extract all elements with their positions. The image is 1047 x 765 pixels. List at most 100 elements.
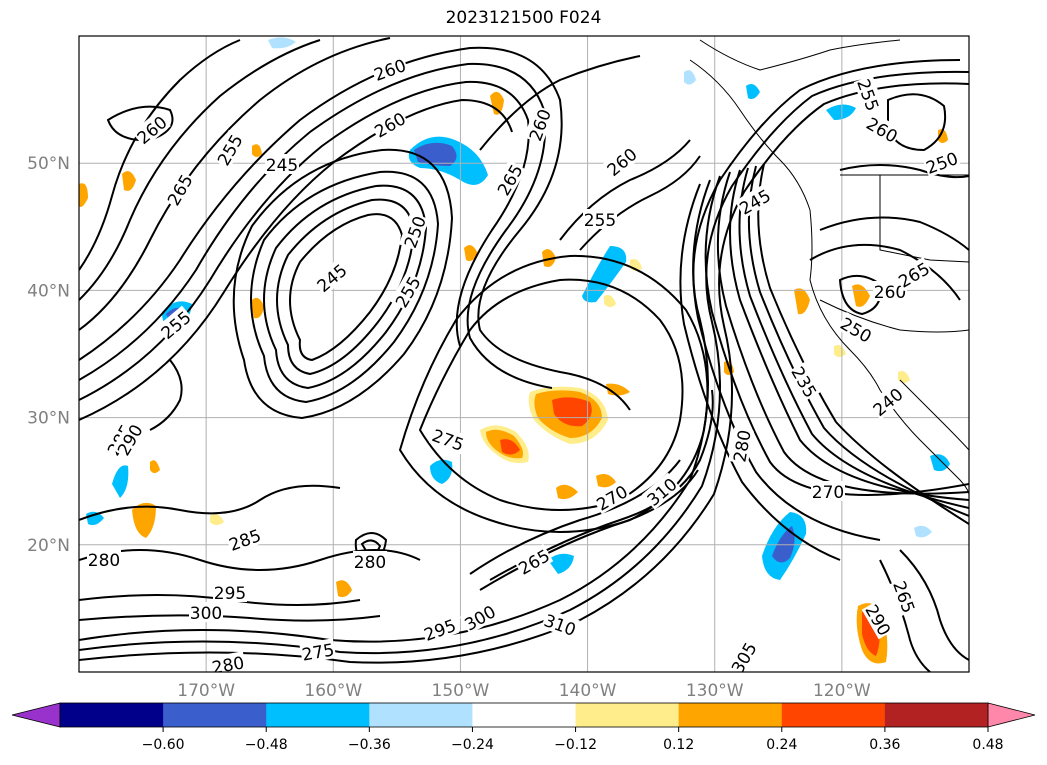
contour-label-bg	[311, 258, 351, 296]
contour-line	[79, 39, 321, 301]
lon-tick-labels: 170°W 160°W 150°W 140°W 130°W 120°W	[177, 681, 871, 701]
contour-label-bg	[299, 638, 337, 664]
contour-label-group: 245	[265, 154, 299, 176]
shade-patch	[604, 295, 616, 307]
lon-tick-label: 150°W	[432, 681, 490, 701]
contour-label-group: 295	[213, 582, 247, 604]
contour-label: 250	[222, 21, 254, 41]
shade-patch	[252, 144, 262, 157]
contour-label: 270	[812, 483, 844, 503]
contour-label-bg	[540, 608, 580, 640]
graticule	[79, 36, 969, 672]
colorbar-segment	[781, 703, 886, 727]
shade-patch	[684, 70, 696, 85]
contour-line	[692, 179, 881, 541]
shade-patch	[596, 474, 616, 488]
colorbar-extend-high	[987, 702, 1036, 728]
contour-label-bg	[389, 271, 425, 312]
colorbar-tick-label: 0.24	[766, 737, 797, 753]
contour-label-group: 250	[221, 21, 255, 41]
shade-patch	[79, 183, 88, 207]
contour-label-bg	[369, 106, 410, 142]
lat-tick-label: 30°N	[27, 409, 70, 429]
contour-label-bg	[591, 479, 632, 515]
contour-label-bg	[811, 481, 845, 501]
contour-line	[819, 216, 969, 251]
contour-label-bg	[787, 361, 823, 402]
contour-label-bg	[87, 549, 121, 569]
contour-label-group: 255	[583, 209, 617, 231]
coastline	[899, 379, 969, 451]
shade-patch	[122, 171, 136, 191]
colorbar-segment	[163, 703, 267, 727]
contour-label-bg	[420, 613, 460, 645]
contour-line	[559, 139, 691, 241]
shade-patch	[250, 297, 264, 319]
contour-label: 280	[210, 653, 245, 678]
contour-label-bg	[836, 311, 877, 347]
contour-label-bg	[853, 75, 885, 115]
contour-line	[79, 46, 631, 411]
colorbar-segment	[678, 703, 783, 727]
shade-patch	[112, 465, 129, 498]
contour-label: 300	[190, 604, 222, 624]
contour-line	[79, 80, 530, 401]
contour-line	[738, 167, 969, 509]
contour-line	[809, 243, 961, 301]
contour-line	[418, 278, 684, 511]
contour-label-bg	[213, 582, 247, 602]
contour-line	[79, 98, 513, 421]
shade-patch	[552, 397, 592, 427]
contour-label-bg	[111, 419, 147, 460]
colorbar-segment	[369, 703, 473, 727]
map-title: 2023121500 F024	[445, 8, 602, 28]
lon-tick-label: 120°W	[813, 681, 871, 701]
shade-patch	[914, 525, 932, 538]
contour-line	[79, 549, 421, 571]
contour-label: 260	[874, 283, 906, 303]
shade-patch	[746, 84, 760, 100]
lat-tick-label: 20°N	[27, 536, 70, 556]
lon-tick-label: 160°W	[304, 681, 362, 701]
contour-label-bg	[601, 142, 641, 180]
contour-line	[79, 484, 341, 521]
colorbar-tick-label: 0.48	[972, 737, 1003, 753]
contour-label-bg	[523, 105, 555, 145]
contour-label-group: 280	[728, 427, 756, 465]
contour-line	[899, 549, 969, 661]
shade-patch	[930, 454, 950, 472]
shade-patch	[414, 142, 457, 166]
contour-label: 295	[214, 584, 246, 604]
contour-line	[704, 175, 969, 496]
contour-line	[479, 55, 641, 151]
lat-tick-label: 50°N	[27, 154, 70, 174]
shade-patch	[834, 345, 846, 357]
contour-line	[579, 155, 701, 251]
contour-label-bg	[211, 129, 247, 170]
shade-patch	[210, 514, 224, 525]
contour-line	[79, 82, 969, 664]
colorbar-segment	[472, 703, 577, 727]
contour-label-bg	[428, 423, 468, 455]
contour-line	[79, 70, 969, 655]
contour-label-bg	[861, 599, 897, 640]
contour-line	[887, 93, 946, 152]
lon-tick-label: 170°W	[177, 681, 235, 701]
colorbar-frame	[59, 702, 989, 728]
contour-label-bg	[867, 382, 907, 420]
contour-line	[679, 183, 841, 561]
contour-line	[149, 359, 183, 431]
contour-line	[79, 62, 553, 389]
contour-label-bg	[459, 599, 500, 635]
contour-label-bg	[873, 281, 907, 301]
colorbar-tick-label: −0.36	[348, 737, 391, 753]
contour-label-bg	[209, 651, 247, 672]
contour-line	[250, 170, 440, 404]
shade-patch	[490, 91, 504, 115]
shading-layer	[79, 37, 950, 664]
contour-line	[232, 148, 454, 420]
contour-label-group: 300	[459, 599, 500, 636]
shade-patch	[898, 371, 910, 383]
contour-line	[879, 559, 931, 672]
